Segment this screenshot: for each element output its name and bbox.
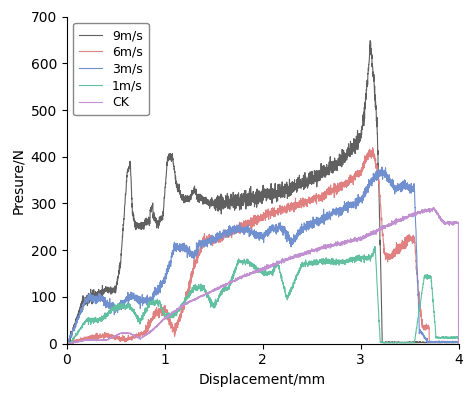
9m/s bbox=[406, 340, 411, 345]
CK bbox=[406, 213, 411, 218]
Y-axis label: Presure/N: Presure/N bbox=[11, 146, 25, 214]
1m/s bbox=[406, 340, 411, 345]
1m/s bbox=[372, 244, 378, 249]
1m/s bbox=[456, 341, 461, 346]
CK bbox=[431, 205, 437, 210]
9m/s bbox=[132, 219, 137, 224]
9m/s bbox=[367, 38, 373, 43]
6m/s bbox=[231, 225, 237, 230]
3m/s bbox=[231, 227, 237, 232]
6m/s bbox=[214, 236, 220, 240]
3m/s bbox=[379, 165, 385, 170]
1m/s bbox=[231, 269, 237, 273]
CK bbox=[132, 334, 137, 338]
9m/s bbox=[109, 290, 114, 295]
6m/s bbox=[370, 145, 375, 150]
Line: 1m/s: 1m/s bbox=[67, 247, 458, 343]
3m/s bbox=[214, 234, 220, 238]
CK bbox=[448, 220, 454, 225]
9m/s bbox=[64, 341, 70, 346]
9m/s bbox=[214, 201, 220, 206]
1m/s bbox=[214, 299, 220, 304]
3m/s bbox=[109, 307, 114, 312]
9m/s bbox=[456, 341, 461, 346]
CK bbox=[214, 287, 220, 291]
X-axis label: Displacement/mm: Displacement/mm bbox=[199, 373, 326, 387]
1m/s bbox=[132, 310, 137, 314]
6m/s bbox=[109, 336, 114, 340]
Line: 3m/s: 3m/s bbox=[67, 167, 458, 343]
9m/s bbox=[231, 193, 237, 197]
Line: 6m/s: 6m/s bbox=[67, 148, 458, 343]
3m/s bbox=[132, 296, 137, 300]
Line: 9m/s: 9m/s bbox=[67, 41, 458, 343]
6m/s bbox=[132, 335, 137, 339]
1m/s bbox=[109, 308, 114, 312]
3m/s bbox=[64, 341, 70, 346]
CK bbox=[109, 335, 114, 340]
3m/s bbox=[448, 340, 454, 345]
3m/s bbox=[406, 183, 411, 188]
Line: CK: CK bbox=[67, 208, 458, 343]
CK bbox=[231, 279, 237, 283]
CK bbox=[64, 341, 70, 346]
6m/s bbox=[64, 341, 70, 346]
Legend: 9m/s, 6m/s, 3m/s, 1m/s, CK: 9m/s, 6m/s, 3m/s, 1m/s, CK bbox=[73, 23, 149, 115]
6m/s bbox=[456, 341, 461, 346]
CK bbox=[456, 341, 461, 346]
1m/s bbox=[448, 335, 454, 340]
9m/s bbox=[448, 340, 454, 345]
1m/s bbox=[64, 341, 70, 346]
3m/s bbox=[456, 341, 461, 346]
6m/s bbox=[406, 235, 411, 240]
6m/s bbox=[448, 340, 454, 345]
